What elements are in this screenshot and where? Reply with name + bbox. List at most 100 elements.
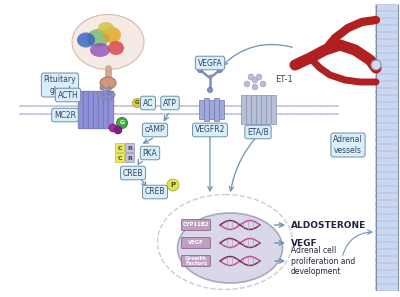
FancyBboxPatch shape: [376, 201, 398, 206]
Circle shape: [167, 179, 179, 191]
FancyBboxPatch shape: [204, 99, 210, 121]
FancyBboxPatch shape: [376, 96, 398, 101]
FancyBboxPatch shape: [376, 278, 398, 283]
FancyBboxPatch shape: [220, 100, 224, 119]
FancyBboxPatch shape: [376, 271, 398, 276]
Text: ATP: ATP: [163, 99, 177, 108]
FancyBboxPatch shape: [126, 143, 134, 152]
FancyBboxPatch shape: [376, 243, 398, 248]
Circle shape: [252, 84, 258, 90]
Text: ETA/B: ETA/B: [247, 127, 269, 137]
Ellipse shape: [87, 29, 109, 47]
Text: P: P: [170, 182, 176, 188]
FancyBboxPatch shape: [376, 236, 398, 241]
FancyBboxPatch shape: [266, 95, 272, 125]
Text: G: G: [135, 100, 139, 105]
FancyBboxPatch shape: [182, 238, 210, 248]
FancyBboxPatch shape: [376, 40, 398, 45]
Text: R: R: [128, 146, 132, 151]
Text: VEGF: VEGF: [188, 241, 204, 246]
FancyBboxPatch shape: [376, 124, 398, 129]
Circle shape: [109, 92, 113, 96]
FancyBboxPatch shape: [376, 208, 398, 213]
Circle shape: [103, 90, 107, 94]
Text: VEGFA: VEGFA: [198, 59, 222, 67]
FancyBboxPatch shape: [376, 19, 398, 24]
Text: ET-1: ET-1: [275, 75, 293, 85]
FancyBboxPatch shape: [376, 54, 398, 59]
FancyBboxPatch shape: [126, 154, 134, 162]
FancyBboxPatch shape: [376, 89, 398, 94]
FancyBboxPatch shape: [376, 152, 398, 157]
Circle shape: [244, 81, 250, 87]
FancyBboxPatch shape: [108, 91, 114, 129]
FancyBboxPatch shape: [376, 26, 398, 31]
FancyBboxPatch shape: [376, 82, 398, 87]
Circle shape: [109, 124, 117, 132]
FancyBboxPatch shape: [242, 95, 246, 125]
Text: C: C: [118, 156, 122, 160]
FancyBboxPatch shape: [214, 99, 220, 121]
FancyBboxPatch shape: [376, 68, 398, 73]
Circle shape: [102, 96, 106, 100]
FancyBboxPatch shape: [376, 138, 398, 143]
FancyBboxPatch shape: [376, 103, 398, 108]
Circle shape: [100, 86, 104, 90]
Text: CYP11B2: CYP11B2: [183, 222, 209, 228]
Text: Growth
Factors: Growth Factors: [185, 256, 207, 266]
FancyBboxPatch shape: [376, 215, 398, 220]
FancyBboxPatch shape: [376, 131, 398, 136]
FancyBboxPatch shape: [271, 95, 276, 125]
Text: G: G: [120, 121, 124, 126]
Circle shape: [132, 99, 142, 108]
FancyBboxPatch shape: [376, 222, 398, 227]
Text: Adrenal cell
proliferation and
development: Adrenal cell proliferation and developme…: [291, 246, 355, 276]
Circle shape: [198, 67, 202, 72]
Ellipse shape: [77, 32, 95, 48]
FancyBboxPatch shape: [182, 256, 210, 266]
Circle shape: [252, 77, 258, 83]
Ellipse shape: [103, 27, 121, 43]
FancyBboxPatch shape: [83, 91, 89, 129]
FancyBboxPatch shape: [256, 95, 262, 125]
Text: VEGFR2: VEGFR2: [195, 126, 225, 135]
Text: cAMP: cAMP: [145, 126, 165, 135]
FancyBboxPatch shape: [376, 285, 398, 290]
Circle shape: [111, 93, 115, 97]
Text: PKA: PKA: [143, 148, 157, 157]
FancyBboxPatch shape: [182, 219, 210, 230]
Ellipse shape: [100, 77, 116, 89]
FancyBboxPatch shape: [116, 154, 124, 162]
Text: Pituitary
gland: Pituitary gland: [44, 75, 76, 95]
Text: Adrenal
vessels: Adrenal vessels: [333, 135, 363, 155]
FancyBboxPatch shape: [376, 33, 398, 38]
FancyBboxPatch shape: [376, 145, 398, 150]
FancyBboxPatch shape: [98, 91, 104, 129]
Text: AC: AC: [143, 99, 153, 108]
FancyBboxPatch shape: [376, 61, 398, 66]
FancyBboxPatch shape: [116, 143, 124, 152]
Circle shape: [248, 74, 254, 80]
FancyBboxPatch shape: [376, 257, 398, 262]
FancyBboxPatch shape: [376, 250, 398, 255]
Circle shape: [260, 81, 266, 87]
FancyBboxPatch shape: [376, 47, 398, 52]
FancyBboxPatch shape: [376, 117, 398, 122]
FancyBboxPatch shape: [376, 110, 398, 115]
FancyBboxPatch shape: [376, 159, 398, 164]
Circle shape: [218, 67, 222, 72]
FancyBboxPatch shape: [376, 180, 398, 185]
Text: R: R: [128, 156, 132, 160]
FancyBboxPatch shape: [200, 100, 204, 119]
FancyBboxPatch shape: [376, 166, 398, 171]
Circle shape: [97, 92, 101, 96]
FancyBboxPatch shape: [103, 91, 109, 129]
FancyBboxPatch shape: [246, 95, 252, 125]
Circle shape: [116, 118, 128, 129]
FancyBboxPatch shape: [252, 95, 257, 125]
FancyBboxPatch shape: [376, 75, 398, 80]
Ellipse shape: [98, 22, 114, 34]
Text: ALDOSTERONE: ALDOSTERONE: [291, 220, 366, 230]
FancyBboxPatch shape: [376, 12, 398, 17]
FancyBboxPatch shape: [376, 5, 398, 10]
